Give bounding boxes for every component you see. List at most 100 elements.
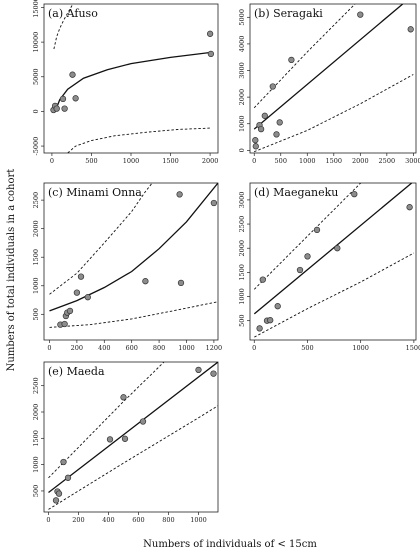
x-tick-label: 600 xyxy=(125,344,137,352)
x-tick-label: 0 xyxy=(50,157,54,165)
panel-maeda: 0 200 400 600 800 1000 500 1000 1500 2000 2500 (e) … xyxy=(32,361,219,524)
regression-line xyxy=(54,51,211,112)
x-tick-label: 500 xyxy=(85,157,97,165)
y-tick-label: 1500 xyxy=(238,264,246,281)
upper-confidence-line xyxy=(253,4,356,109)
data-point xyxy=(177,279,185,287)
data-point xyxy=(304,253,311,260)
x-tick-label: 500 xyxy=(301,344,313,352)
y-tick-label: 2000 xyxy=(32,404,40,421)
data-point xyxy=(72,95,79,102)
y-tick-label: 500 xyxy=(32,308,40,320)
data-point xyxy=(274,303,281,310)
lower-confidence-line xyxy=(254,74,414,153)
x-axis-title: Numbers of individuals of < 15cm xyxy=(143,539,317,550)
data-point xyxy=(406,204,413,211)
y-tick-label: 1500 xyxy=(32,430,40,447)
data-point xyxy=(139,418,147,425)
y-tick-label: 2500 xyxy=(238,216,246,233)
y-tick-label: 1000 xyxy=(238,115,246,132)
y-tick-label: -5000 xyxy=(32,137,40,156)
y-tick-label: 2500 xyxy=(32,377,40,394)
data-point xyxy=(142,278,149,285)
y-tick-label: 1000 xyxy=(32,277,40,294)
regression-line xyxy=(253,4,404,130)
x-tick-label: 1000 xyxy=(190,516,207,524)
plot-frame xyxy=(43,3,219,154)
panel-title: (e) Maeda xyxy=(48,365,105,378)
x-tick-label: 400 xyxy=(98,344,110,352)
data-point xyxy=(351,190,358,198)
y-tick-label: 1500 xyxy=(32,249,40,266)
panel-seragaki: 0 500 1000 1500 2000 2500 3000 0 1000 2000 3000 400… xyxy=(238,3,420,165)
y-tick-label: 5000 xyxy=(238,9,246,26)
data-point xyxy=(69,71,76,78)
data-point xyxy=(252,143,259,150)
x-tick-label: 2000 xyxy=(352,157,369,165)
x-tick-label: 1000 xyxy=(123,157,140,165)
data-point xyxy=(106,436,114,443)
data-point xyxy=(210,370,217,377)
panel-maeganeku: 0 500 1000 1500 500 1000 1500 2000 2500 3000 (d) M… xyxy=(238,182,420,352)
data-point xyxy=(296,266,304,274)
panel-title: (a) Afuso xyxy=(48,7,98,20)
panel-afuso: 0 500 1000 1500 2000 -5000 0 5000 10000 15000 (a) … xyxy=(32,0,219,165)
data-point xyxy=(407,26,414,33)
lower-confidence-line xyxy=(254,252,415,338)
x-tick-label: 1500 xyxy=(406,344,420,352)
x-tick-label: 0 xyxy=(252,157,256,165)
lower-confidence-line xyxy=(49,301,218,328)
plot-frame xyxy=(249,182,417,341)
data-point xyxy=(257,125,265,133)
plot-frame xyxy=(43,182,219,341)
x-tick-label: 400 xyxy=(102,516,114,524)
data-point xyxy=(52,497,60,504)
data-point xyxy=(313,226,321,234)
y-tick-label: 1000 xyxy=(32,456,40,473)
y-tick-label: 0 xyxy=(238,148,246,152)
y-tick-label: 500 xyxy=(238,314,246,326)
x-tick-label: 1500 xyxy=(162,157,179,165)
data-point xyxy=(252,137,259,144)
data-point xyxy=(84,294,91,301)
x-tick-label: 800 xyxy=(153,344,165,352)
x-tick-label: 1200 xyxy=(206,344,223,352)
y-tick-label: 3000 xyxy=(238,192,246,209)
data-point xyxy=(273,131,280,138)
data-point xyxy=(59,95,67,103)
data-point xyxy=(55,490,63,497)
data-point xyxy=(66,307,74,315)
data-point xyxy=(60,458,67,466)
y-tick-label: 4000 xyxy=(238,36,246,53)
plot-frame xyxy=(43,361,219,513)
y-tick-label: 2000 xyxy=(238,240,246,257)
data-point xyxy=(256,325,263,332)
x-tick-label: 0 xyxy=(47,344,51,352)
data-point xyxy=(120,394,127,401)
data-point xyxy=(259,276,266,283)
data-point xyxy=(73,289,81,296)
x-tick-label: 2500 xyxy=(379,157,396,165)
x-tick-label: 800 xyxy=(162,516,174,524)
plot-frame xyxy=(249,3,417,154)
y-tick-label: 3000 xyxy=(238,62,246,79)
x-tick-label: 500 xyxy=(275,157,287,165)
data-point xyxy=(288,56,295,64)
lower-confidence-line xyxy=(48,405,218,510)
data-point xyxy=(61,105,68,112)
data-point xyxy=(210,199,218,207)
y-tick-label: 1000 xyxy=(238,288,246,305)
data-point xyxy=(53,105,60,112)
regression-line xyxy=(48,362,218,494)
y-tick-label: 15000 xyxy=(32,0,40,18)
regression-line xyxy=(49,183,218,312)
panel-title: (b) Seragaki xyxy=(254,7,323,20)
x-tick-label: 200 xyxy=(72,516,84,524)
y-tick-label: 0 xyxy=(32,109,40,113)
y-axis-title: Numbers of total individuals in a cohort xyxy=(6,169,17,372)
panel-title: (d) Maeganeku xyxy=(254,186,338,199)
x-tick-label: 0 xyxy=(46,516,50,524)
upper-confidence-line xyxy=(48,362,165,479)
regression-line xyxy=(253,183,413,315)
